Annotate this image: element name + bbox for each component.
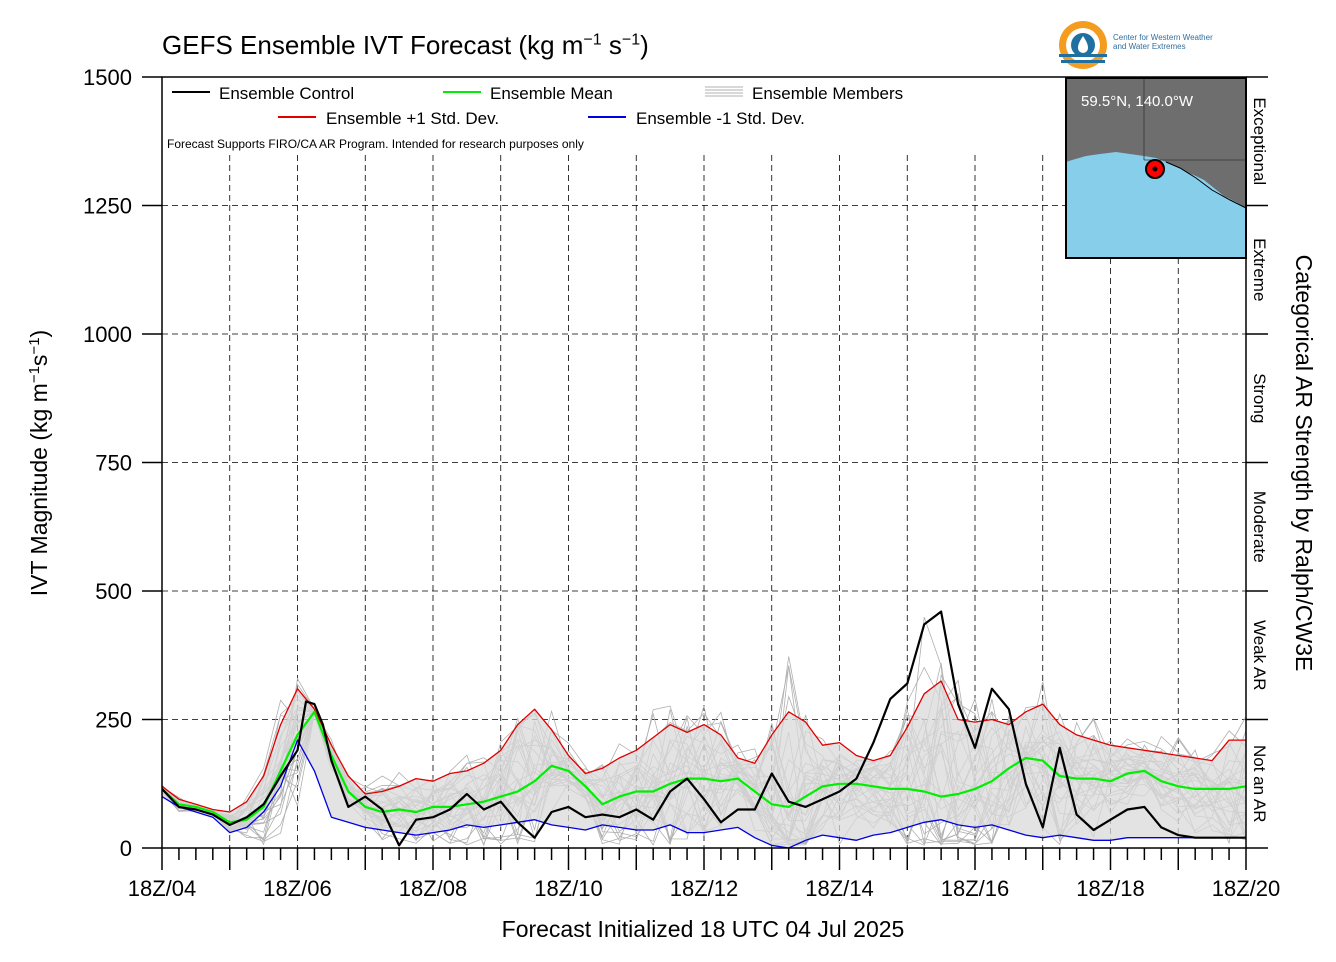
research-note: Forecast Supports FIRO/CA AR Program. In… [167, 137, 584, 151]
legend: Ensemble Control Ensemble Mean Ensemble … [165, 80, 935, 152]
category-label: Moderate [1250, 491, 1269, 563]
legend-label-members: Ensemble Members [752, 84, 903, 103]
y-tick-label: 0 [120, 836, 132, 861]
ensemble-control-line [162, 610, 1246, 847]
x-tick-label: 18Z/06 [263, 876, 332, 901]
x-tick-label: 18Z/10 [534, 876, 603, 901]
x-tick-label: 18Z/20 [1212, 876, 1281, 901]
legend-swatch-members [705, 86, 743, 97]
x-tick-label: 18Z/08 [399, 876, 468, 901]
axes: 0 250 500 750 1000 1250 1500 18Z/04 18Z/06 18Z/08… [83, 65, 1280, 901]
y-tick-label: 750 [95, 451, 132, 476]
category-label: Extreme [1250, 238, 1269, 301]
x-tick-label: 18Z/04 [128, 876, 197, 901]
y-tick-label: 1500 [83, 65, 132, 90]
cw3e-logo-icon [1059, 21, 1107, 69]
x-axis-title: Forecast Initialized 18 UTC 04 Jul 2025 [502, 916, 905, 942]
y-tick-label: 1250 [83, 194, 132, 219]
category-label: Weak AR [1250, 620, 1269, 691]
legend-label-mean: Ensemble Mean [490, 84, 613, 103]
chart-title: GEFS Ensemble IVT Forecast (kg m−1 s−1) [162, 30, 649, 60]
x-tick-label: 18Z/16 [941, 876, 1010, 901]
inset-land [1066, 78, 1246, 208]
grid-lines [162, 155, 1246, 848]
location-marker-center [1152, 166, 1158, 172]
ensemble-mean-line [162, 710, 1246, 824]
inset-frame [1065, 77, 1247, 259]
y-tick-label: 1000 [83, 322, 132, 347]
inset-location-label: 59.5°N, 140.0°W [1081, 93, 1194, 110]
category-label: Strong [1250, 373, 1269, 423]
legend-label-control: Ensemble Control [219, 84, 354, 103]
minus-std-line [162, 739, 1246, 848]
category-label: Not an AR [1250, 745, 1269, 823]
legend-label-plus-std: Ensemble +1 Std. Dev. [326, 109, 499, 128]
x-tick-label: 18Z/12 [670, 876, 739, 901]
y-tick-label: 250 [95, 708, 132, 733]
y-tick-label: 500 [95, 579, 132, 604]
x-tick-label: 18Z/18 [1076, 876, 1145, 901]
x-tick-label: 18Z/14 [805, 876, 874, 901]
series-lines [162, 610, 1246, 848]
legend-label-minus-std: Ensemble -1 Std. Dev. [636, 109, 805, 128]
right-axis-title: Categorical AR Strength by Ralph/CW3E [1291, 255, 1317, 672]
category-label: Exceptional [1250, 97, 1269, 185]
cw3e-logo: Center for Western Weather and Water Ext… [1057, 18, 1257, 74]
logo-text: Center for Western Weather and Water Ext… [1113, 33, 1253, 51]
inset-map: 59.5°N, 140.0°W [1065, 77, 1247, 259]
y-axis-title: IVT Magnitude (kg m−1s−1) [26, 330, 53, 596]
logo-text-line2: and Water Extremes [1113, 42, 1186, 51]
logo-text-line1: Center for Western Weather [1113, 33, 1213, 42]
inset-coastline [1165, 161, 1247, 209]
plus-std-line [162, 680, 1246, 813]
